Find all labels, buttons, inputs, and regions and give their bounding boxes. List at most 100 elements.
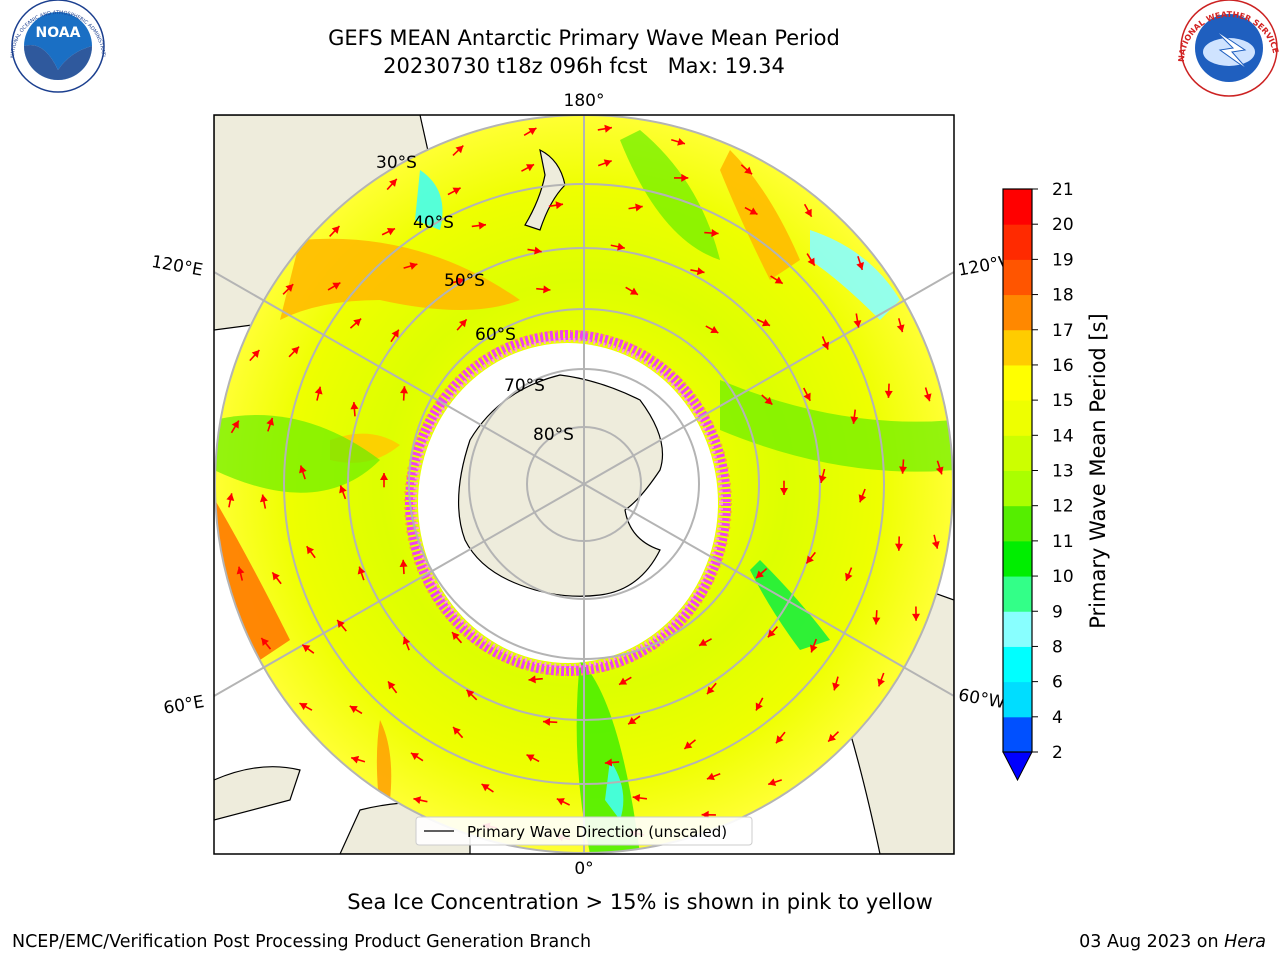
wave-direction-arrow: [282, 283, 294, 295]
wave-direction-arrow: [755, 567, 768, 579]
colorbar-tick-label: 21: [1052, 180, 1074, 200]
wave-direction-arrow: [452, 144, 464, 156]
chart-subtitle: 20230730 t18z 096h fcst Max: 19.34: [383, 54, 785, 78]
wave-direction-arrow: [755, 697, 764, 711]
colorbar-segment: [1003, 224, 1032, 260]
wave-direction-arrow: [704, 229, 719, 238]
colorbar-tick-label: 16: [1052, 356, 1074, 376]
chart-title: GEFS MEAN Antarctic Primary Wave Mean Pe…: [328, 26, 840, 50]
lon-label-lower-right: 60°W: [957, 685, 1007, 713]
colorbar-segment: [1003, 646, 1032, 683]
lon-label-top: 180°: [564, 91, 605, 111]
wave-direction-arrow: [858, 488, 867, 503]
wave-direction-arrow: [271, 571, 282, 585]
wave-direction-arrow: [625, 286, 639, 296]
wave-direction-arrow: [403, 262, 418, 270]
wave-direction-arrow: [528, 675, 543, 684]
colorbar-segment: [1003, 329, 1032, 366]
lat-label-80: 80°S: [533, 425, 574, 445]
noaa-logo: NOAA NATIONAL OCEANIC AND ATMOSPHERIC AD…: [0, 0, 106, 93]
wave-direction-arrow: [465, 689, 478, 701]
wave-direction-arrow: [523, 127, 537, 136]
wave-direction-arrow: [481, 783, 494, 793]
colorbar-segment: [1003, 716, 1032, 753]
colorbar-tick-label: 18: [1052, 286, 1074, 306]
wave-direction-arrow: [877, 672, 885, 687]
wave-direction-arrow: [628, 203, 643, 212]
lon-label-bottom: 0°: [574, 859, 593, 879]
wave-direction-arrow: [349, 705, 363, 715]
colorbar-tick-label: 15: [1052, 391, 1074, 411]
wave-direction-arrow: [767, 626, 778, 638]
new-zealand-land: [524, 148, 566, 231]
wave-direction-arrow: [350, 402, 359, 417]
wave-direction-arrow: [698, 638, 712, 647]
colorbar-tick-label: 19: [1052, 250, 1074, 270]
wave-direction-arrow: [413, 796, 428, 805]
wave-direction-arrow: [260, 637, 272, 650]
high-period-band-west: [280, 238, 520, 320]
lon-label-lower-left: 60°E: [162, 692, 206, 719]
wave-direction-arrow: [884, 383, 893, 398]
wave-direction-arrow: [542, 717, 558, 726]
wave-direction-arrow: [399, 559, 408, 575]
antarctica-land: [457, 374, 664, 597]
wave-direction-arrow: [705, 325, 719, 334]
wave-direction-arrow: [299, 465, 307, 480]
wave-direction-arrow: [597, 159, 612, 167]
footer-host: Hera: [1224, 932, 1266, 952]
wave-direction-arrow: [850, 409, 859, 424]
colorbar-segment: [1003, 681, 1032, 718]
wave-direction-arrow: [288, 346, 300, 358]
colorbar-tick-label: 6: [1052, 673, 1063, 693]
colorbar-segment: [1003, 576, 1032, 612]
wave-direction-arrow: [400, 386, 409, 401]
lat-label-60: 60°S: [475, 325, 516, 345]
colorbar-tick-label: 2: [1052, 743, 1063, 763]
wave-direction-arrow: [410, 752, 424, 762]
high-period-band-far-west: [215, 500, 290, 660]
wave-direction-arrow: [230, 420, 240, 434]
map-area: Primary Wave Direction (unscaled): [214, 115, 954, 854]
wave-direction-arrow: [780, 480, 788, 495]
wave-direction-arrow: [618, 676, 632, 686]
wave-direction-arrow: [872, 610, 881, 625]
wave-direction-arrow: [912, 606, 921, 621]
colorbar-segment: [1003, 470, 1032, 507]
cyan-region-east: [810, 230, 900, 320]
wave-direction-arrow: [259, 494, 268, 509]
wave-direction-arrow: [803, 387, 811, 402]
wave-direction-arrow: [821, 336, 830, 350]
wave-direction-arrow: [236, 566, 245, 581]
wave-direction-arrow: [805, 551, 816, 564]
wave-direction-arrow: [351, 755, 366, 764]
wave-direction-arrow: [447, 187, 461, 196]
lat-label-40: 40°S: [413, 213, 454, 233]
wave-direction-arrow: [809, 638, 818, 653]
colorbar-segment: [1003, 259, 1032, 296]
wave-direction-arrow: [853, 313, 862, 328]
wave-direction-arrow: [806, 253, 816, 267]
wave-direction-arrow: [471, 221, 487, 230]
wave-direction-arrow: [339, 485, 347, 500]
footer-date: 03 Aug 2023 on Hera: [1079, 932, 1266, 952]
map-frame: [213, 114, 955, 855]
wave-direction-arrow: [266, 417, 274, 432]
wave-direction-arrow: [845, 567, 853, 582]
wave-direction-arrow: [597, 124, 613, 133]
lat-label-50: 50°S: [444, 271, 485, 291]
footer-credit: NCEP/EMC/Verification Post Processing Pr…: [12, 932, 592, 952]
wave-direction-arrow: [450, 277, 465, 286]
wave-direction-arrow: [931, 534, 940, 549]
colorbar-tick-label: 20: [1052, 215, 1074, 235]
wave-direction-arrow: [526, 753, 540, 763]
colorbar-segment: [1003, 505, 1032, 542]
wave-direction-arrows: [226, 124, 944, 842]
wave-direction-arrow: [673, 173, 689, 182]
colorbar-tick-label: 4: [1052, 708, 1063, 728]
wave-direction-arrow: [935, 460, 944, 475]
wave-direction-arrow: [249, 349, 261, 362]
africa-land: [214, 766, 301, 821]
colorbar-segment: [1003, 611, 1032, 647]
wave-direction-arrow: [895, 536, 904, 551]
